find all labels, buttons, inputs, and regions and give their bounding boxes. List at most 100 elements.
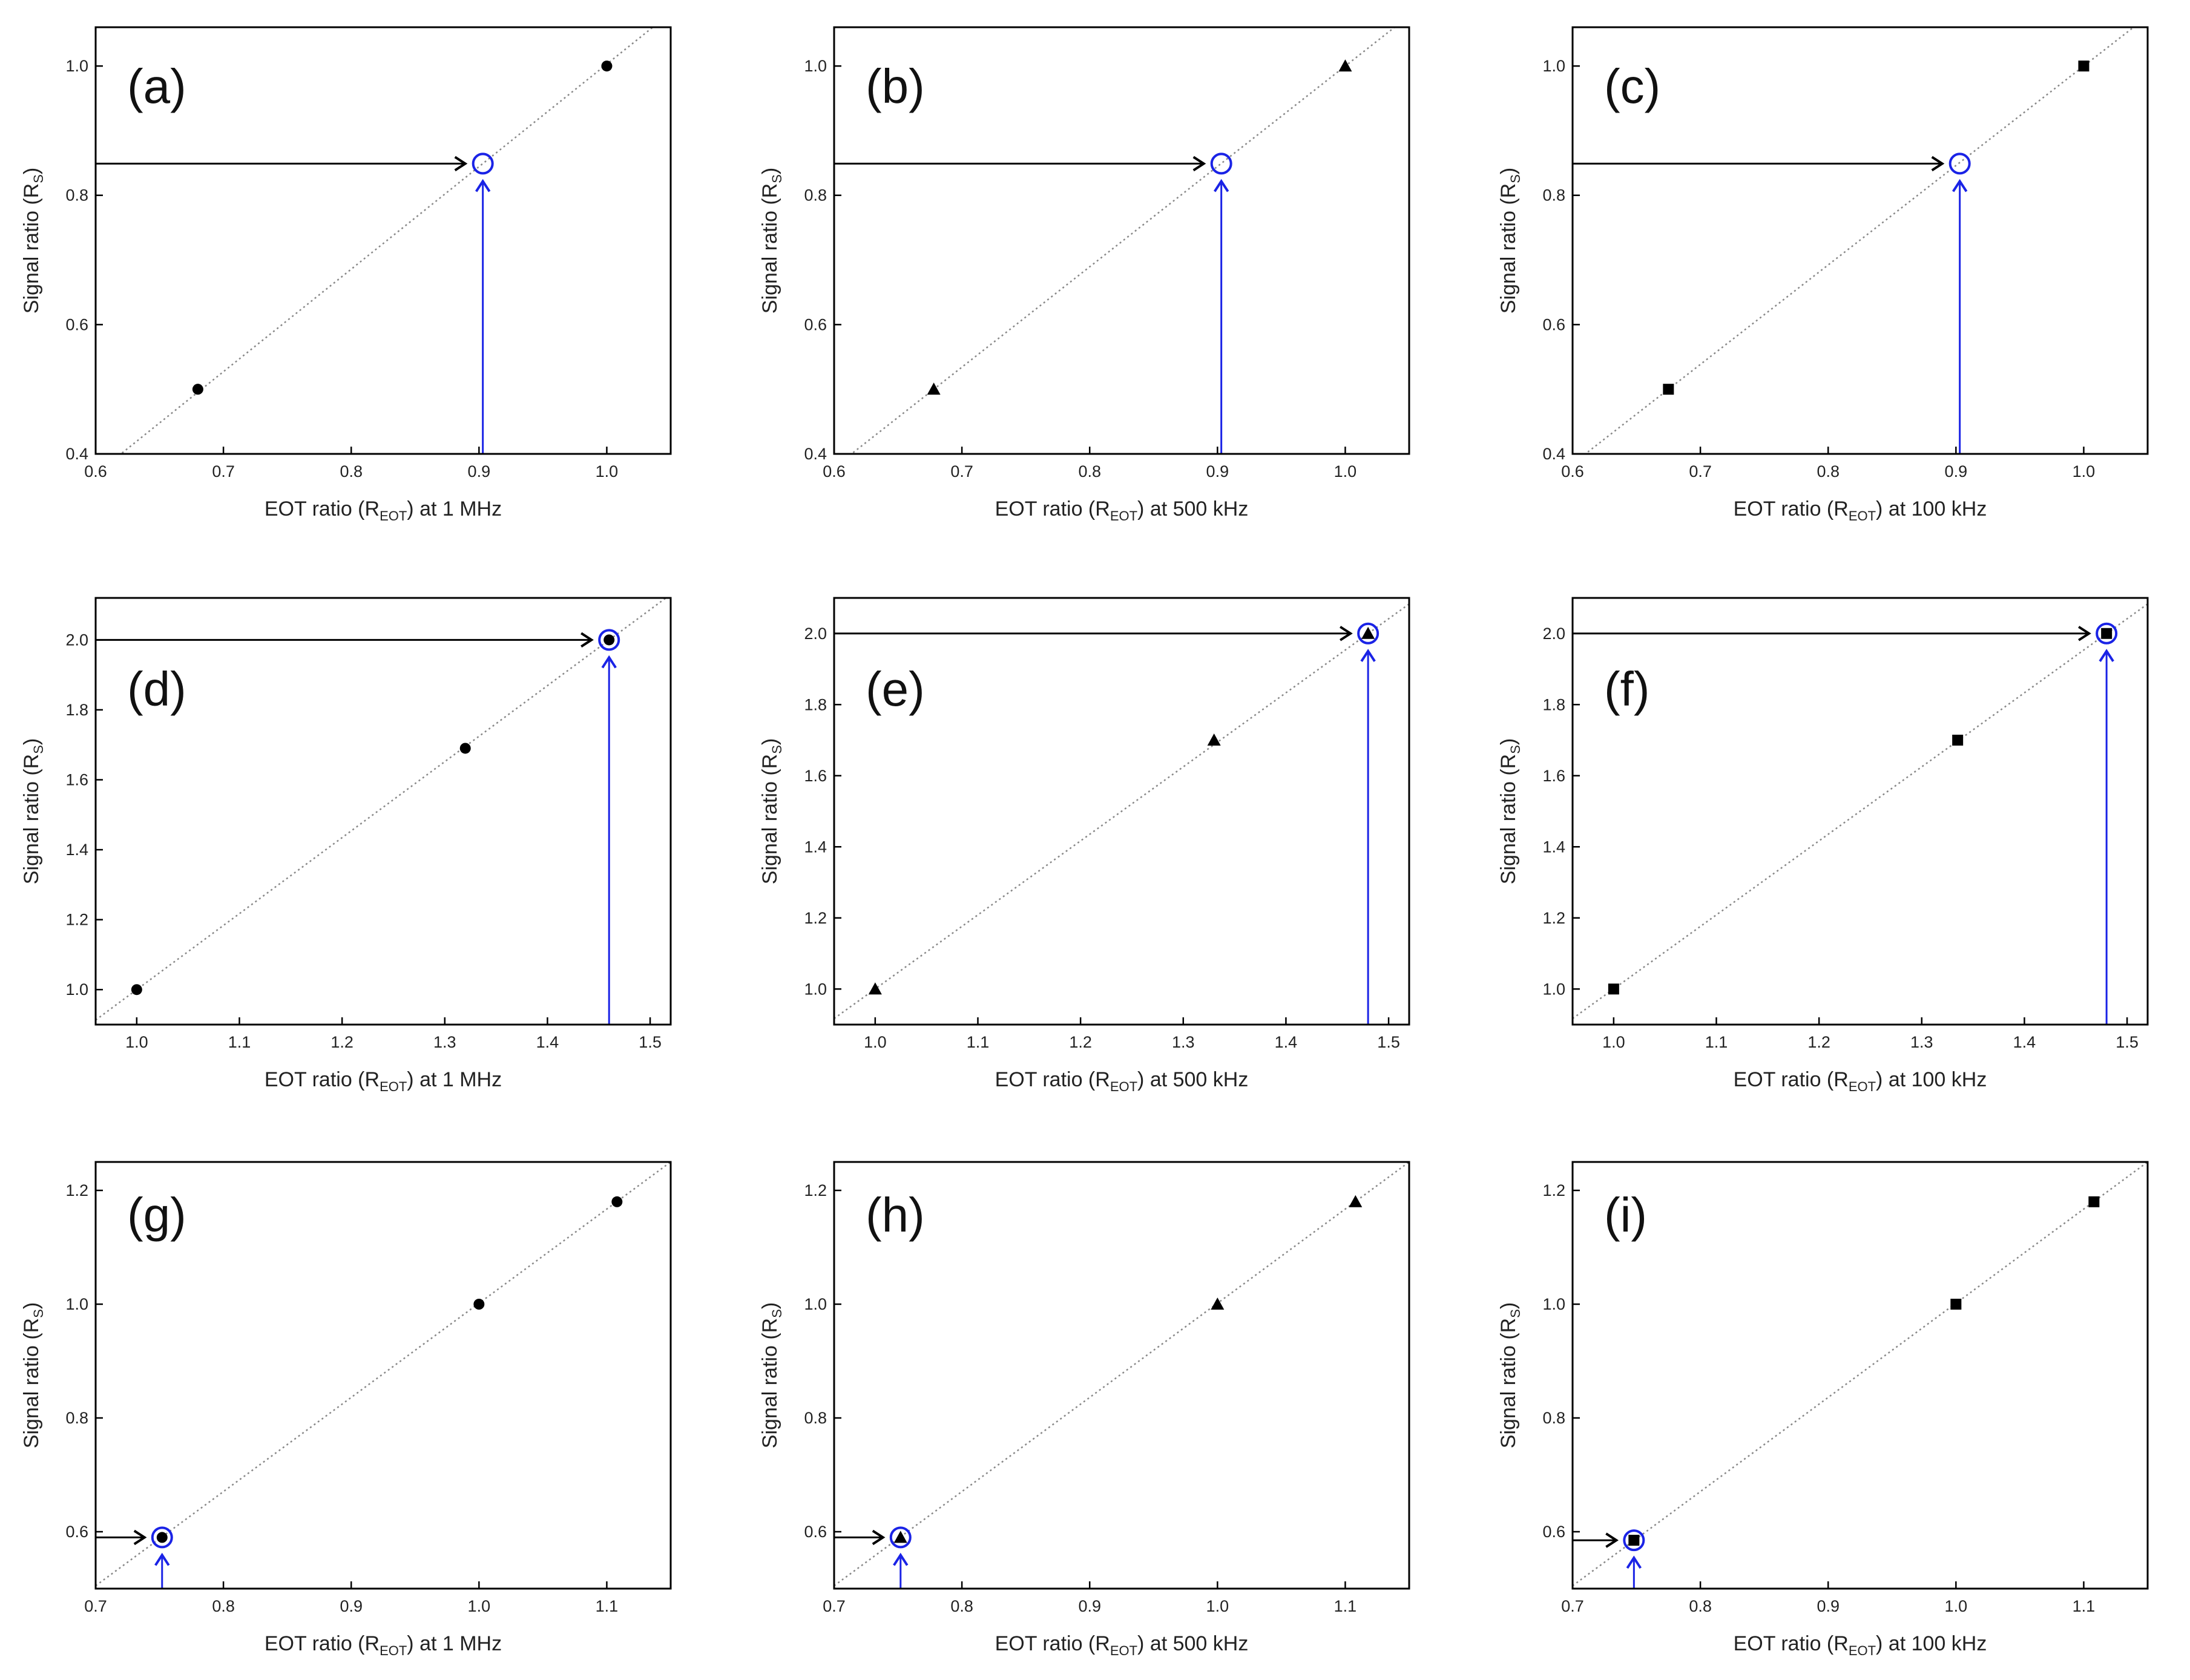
y-tick-label: 1.0 bbox=[1542, 980, 1565, 998]
x-tick-label: 1.0 bbox=[596, 462, 619, 481]
y-axis-label-main: Signal ratio (R bbox=[1497, 754, 1520, 884]
data-point bbox=[1361, 626, 1375, 639]
x-tick-label: 1.2 bbox=[1807, 1033, 1830, 1051]
y-tick-label: 1.4 bbox=[804, 838, 827, 856]
x-axis-label-end: ) at 100 kHz bbox=[1876, 497, 1987, 520]
axes-frame bbox=[1571, 26, 2149, 455]
x-axis-label: EOT ratio (REOT) at 500 kHz bbox=[995, 497, 1249, 523]
y-axis-label-main: Signal ratio (R bbox=[1497, 183, 1520, 313]
chart-panel: 0.7 0.8 0.9 1.0 1.1 0.6 0.8 1.0 1.2 EOT ratio (RE… bbox=[20, 1161, 672, 1658]
x-axis-label-main: EOT ratio (R bbox=[995, 1632, 1110, 1655]
data-point bbox=[1628, 1535, 1640, 1546]
highlight-ring bbox=[472, 153, 494, 175]
x-axis-label-end: ) at 500 kHz bbox=[1137, 1632, 1248, 1655]
y-axis-label: Signal ratio (RS) bbox=[1497, 168, 1523, 313]
plot-area bbox=[1573, 603, 2148, 1025]
data-point bbox=[131, 984, 142, 996]
y-axis-label: Signal ratio (RS) bbox=[20, 738, 46, 884]
y-tick-label: 0.8 bbox=[1542, 1409, 1565, 1427]
panel-label: (f) bbox=[1604, 662, 1650, 716]
highlight-ring bbox=[1357, 622, 1379, 645]
y-axis-label-end: ) bbox=[20, 1302, 43, 1309]
data-point bbox=[2101, 628, 2113, 639]
plot-area bbox=[1573, 1162, 2148, 1589]
data-point bbox=[1211, 1298, 1225, 1310]
y-tick-label: 1.6 bbox=[1542, 767, 1565, 785]
y-tick-label: 1.0 bbox=[804, 980, 827, 998]
y-axis-label-main: Signal ratio (R bbox=[20, 183, 43, 313]
y-tick-label: 0.6 bbox=[804, 1523, 827, 1541]
x-axis-label-main: EOT ratio (R bbox=[995, 497, 1110, 520]
data-point bbox=[192, 384, 203, 395]
data-point bbox=[1950, 1299, 1962, 1310]
x-axis-label-end: ) at 1 MHz bbox=[407, 497, 502, 520]
y-axis-label-sub: S bbox=[769, 745, 784, 754]
y-tick-label: 1.4 bbox=[65, 841, 88, 859]
panel-label: (g) bbox=[127, 1188, 186, 1242]
data-point bbox=[868, 982, 882, 995]
x-axis-label-sub: EOT bbox=[1849, 508, 1876, 523]
y-tick-label: 0.6 bbox=[804, 315, 827, 333]
x-tick-label: 0.9 bbox=[1078, 1597, 1101, 1615]
x-tick-label: 0.7 bbox=[823, 1597, 846, 1615]
x-arrow-head bbox=[1192, 156, 1206, 172]
y-tick-label: 0.8 bbox=[65, 1409, 88, 1427]
y-arrow-head bbox=[475, 179, 491, 192]
x-arrow-head bbox=[872, 1529, 886, 1546]
x-axis-label-sub: EOT bbox=[380, 1643, 407, 1658]
data-point bbox=[473, 1299, 485, 1310]
y-tick-label: 1.4 bbox=[1542, 838, 1565, 856]
x-tick-label: 1.1 bbox=[596, 1597, 619, 1615]
x-tick-label: 0.7 bbox=[1689, 462, 1712, 481]
x-tick-label: 0.9 bbox=[1817, 1597, 1840, 1615]
fit-line bbox=[1573, 603, 2148, 1020]
x-axis-label-end: ) at 500 kHz bbox=[1137, 497, 1248, 520]
chart-panel: 0.7 0.8 0.9 1.0 1.1 0.6 0.8 1.0 1.2 EOT ratio (RE… bbox=[1497, 1161, 2149, 1658]
x-axis-label-sub: EOT bbox=[380, 1079, 407, 1094]
x-tick-label: 0.9 bbox=[468, 462, 491, 481]
data-point bbox=[1338, 59, 1352, 72]
y-tick-label: 1.8 bbox=[1542, 695, 1565, 714]
highlight-ring bbox=[2096, 622, 2118, 645]
y-axis-label-sub: S bbox=[769, 174, 784, 183]
x-tick-label: 0.8 bbox=[1689, 1597, 1712, 1615]
x-axis-label-main: EOT ratio (R bbox=[1734, 497, 1849, 520]
x-axis-label-sub: EOT bbox=[1110, 1079, 1137, 1094]
y-tick-label: 2.0 bbox=[65, 631, 88, 649]
y-axis-label: Signal ratio (RS) bbox=[1497, 738, 1523, 884]
y-tick-label: 1.2 bbox=[65, 1181, 88, 1199]
y-tick-label: 1.2 bbox=[804, 1181, 827, 1199]
axes-frame bbox=[833, 597, 1410, 1026]
y-axis-label-sub: S bbox=[769, 1309, 784, 1318]
chart-panel: 1.0 1.1 1.2 1.3 1.4 1.5 1.0 1.2 1.4 1.6 1.8 2.0 EOT … bbox=[20, 597, 672, 1094]
y-arrow-head bbox=[1213, 179, 1229, 192]
y-axis-label-main: Signal ratio (R bbox=[1497, 1318, 1520, 1448]
panel-label: (h) bbox=[866, 1188, 925, 1242]
y-axis-label-end: ) bbox=[1497, 738, 1520, 745]
x-tick-label: 1.0 bbox=[2073, 462, 2096, 481]
x-tick-label: 1.4 bbox=[1275, 1033, 1298, 1051]
x-tick-label: 1.0 bbox=[125, 1033, 148, 1051]
highlight-ring bbox=[1623, 1529, 1645, 1552]
plot-area bbox=[1573, 27, 2135, 454]
x-axis-label: EOT ratio (REOT) at 1 MHz bbox=[265, 1068, 502, 1094]
y-tick-label: 1.8 bbox=[65, 701, 88, 719]
y-axis-label-sub: S bbox=[1508, 174, 1523, 183]
y-axis-label-end: ) bbox=[1497, 168, 1520, 174]
y-axis-label: Signal ratio (RS) bbox=[20, 1302, 46, 1448]
y-axis-label-main: Signal ratio (R bbox=[20, 754, 43, 884]
y-tick-label: 1.6 bbox=[65, 770, 88, 789]
plot-area bbox=[834, 27, 1396, 454]
y-tick-label: 0.4 bbox=[1542, 445, 1565, 463]
panel-label: (i) bbox=[1604, 1188, 1647, 1242]
y-axis-label: Signal ratio (RS) bbox=[20, 168, 46, 313]
x-axis-label-main: EOT ratio (R bbox=[995, 1068, 1110, 1091]
y-arrow-head bbox=[1626, 1555, 1642, 1569]
x-axis-label-main: EOT ratio (R bbox=[265, 1632, 380, 1655]
x-tick-label: 1.0 bbox=[864, 1033, 887, 1051]
y-tick-label: 1.2 bbox=[1542, 909, 1565, 927]
y-tick-label: 1.0 bbox=[1542, 1295, 1565, 1313]
x-tick-label: 0.7 bbox=[84, 1597, 107, 1615]
y-axis-label-sub: S bbox=[1508, 745, 1523, 754]
